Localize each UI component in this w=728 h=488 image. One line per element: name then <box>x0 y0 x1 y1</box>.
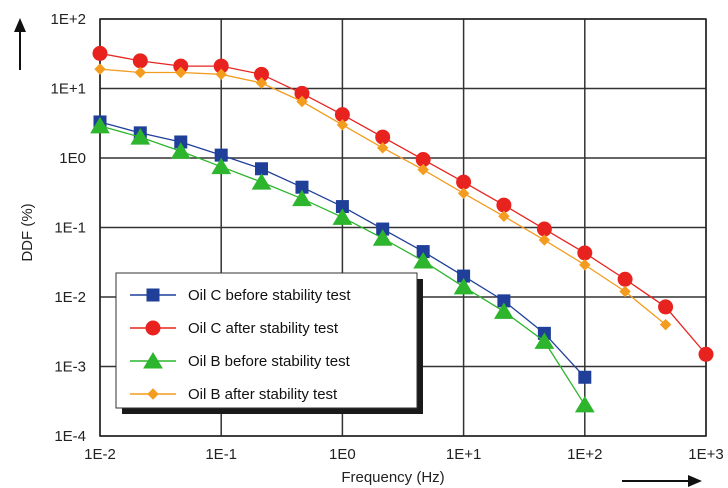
data-point <box>135 67 145 77</box>
y-tick-label: 1E-4 <box>54 428 86 445</box>
data-point <box>497 198 511 212</box>
y-tick-label: 1E-2 <box>54 289 86 306</box>
legend: Oil C before stability test Oil C after s… <box>116 273 423 414</box>
legend-label: Oil B before stability test <box>188 353 351 370</box>
data-point <box>537 222 551 236</box>
data-point <box>659 300 673 314</box>
y-axis-label: DDF (%) <box>19 203 36 261</box>
y-direction-arrow <box>14 18 26 70</box>
y-tick-label: 1E+1 <box>51 81 86 98</box>
data-point <box>133 54 147 68</box>
x-direction-arrow <box>622 475 702 487</box>
data-point <box>618 272 632 286</box>
y-tick-label: 1E-1 <box>54 220 86 237</box>
legend-label: Oil B after stability test <box>188 386 338 403</box>
x-axis-label: Frequency (Hz) <box>341 469 444 486</box>
data-point <box>459 188 469 198</box>
legend-label: Oil C after stability test <box>188 320 339 337</box>
data-point <box>95 64 105 74</box>
x-tick-label: 1E+3 <box>688 446 723 463</box>
y-tick-label: 1E0 <box>59 150 86 167</box>
data-point <box>255 163 267 175</box>
data-point <box>699 347 713 361</box>
y-tick-label: 1E+2 <box>51 11 86 28</box>
data-point <box>576 397 594 412</box>
data-point <box>580 260 590 270</box>
data-point <box>539 235 549 245</box>
data-point <box>457 175 471 189</box>
x-tick-label: 1E-2 <box>84 446 116 463</box>
data-point <box>578 246 592 260</box>
data-point <box>579 371 591 383</box>
x-tick-label: 1E-1 <box>205 446 237 463</box>
y-tick-label: 1E-3 <box>54 359 86 376</box>
x-tick-label: 1E0 <box>329 446 356 463</box>
data-point <box>337 120 347 130</box>
data-point <box>93 46 107 60</box>
data-point <box>252 174 270 189</box>
legend-marker <box>147 289 159 301</box>
x-tick-label: 1E+1 <box>446 446 481 463</box>
data-point <box>378 143 388 153</box>
data-point <box>376 130 390 144</box>
data-point <box>499 211 509 221</box>
legend-marker <box>146 321 160 335</box>
x-tick-label: 1E+2 <box>567 446 602 463</box>
legend-label: Oil C before stability test <box>188 287 351 304</box>
